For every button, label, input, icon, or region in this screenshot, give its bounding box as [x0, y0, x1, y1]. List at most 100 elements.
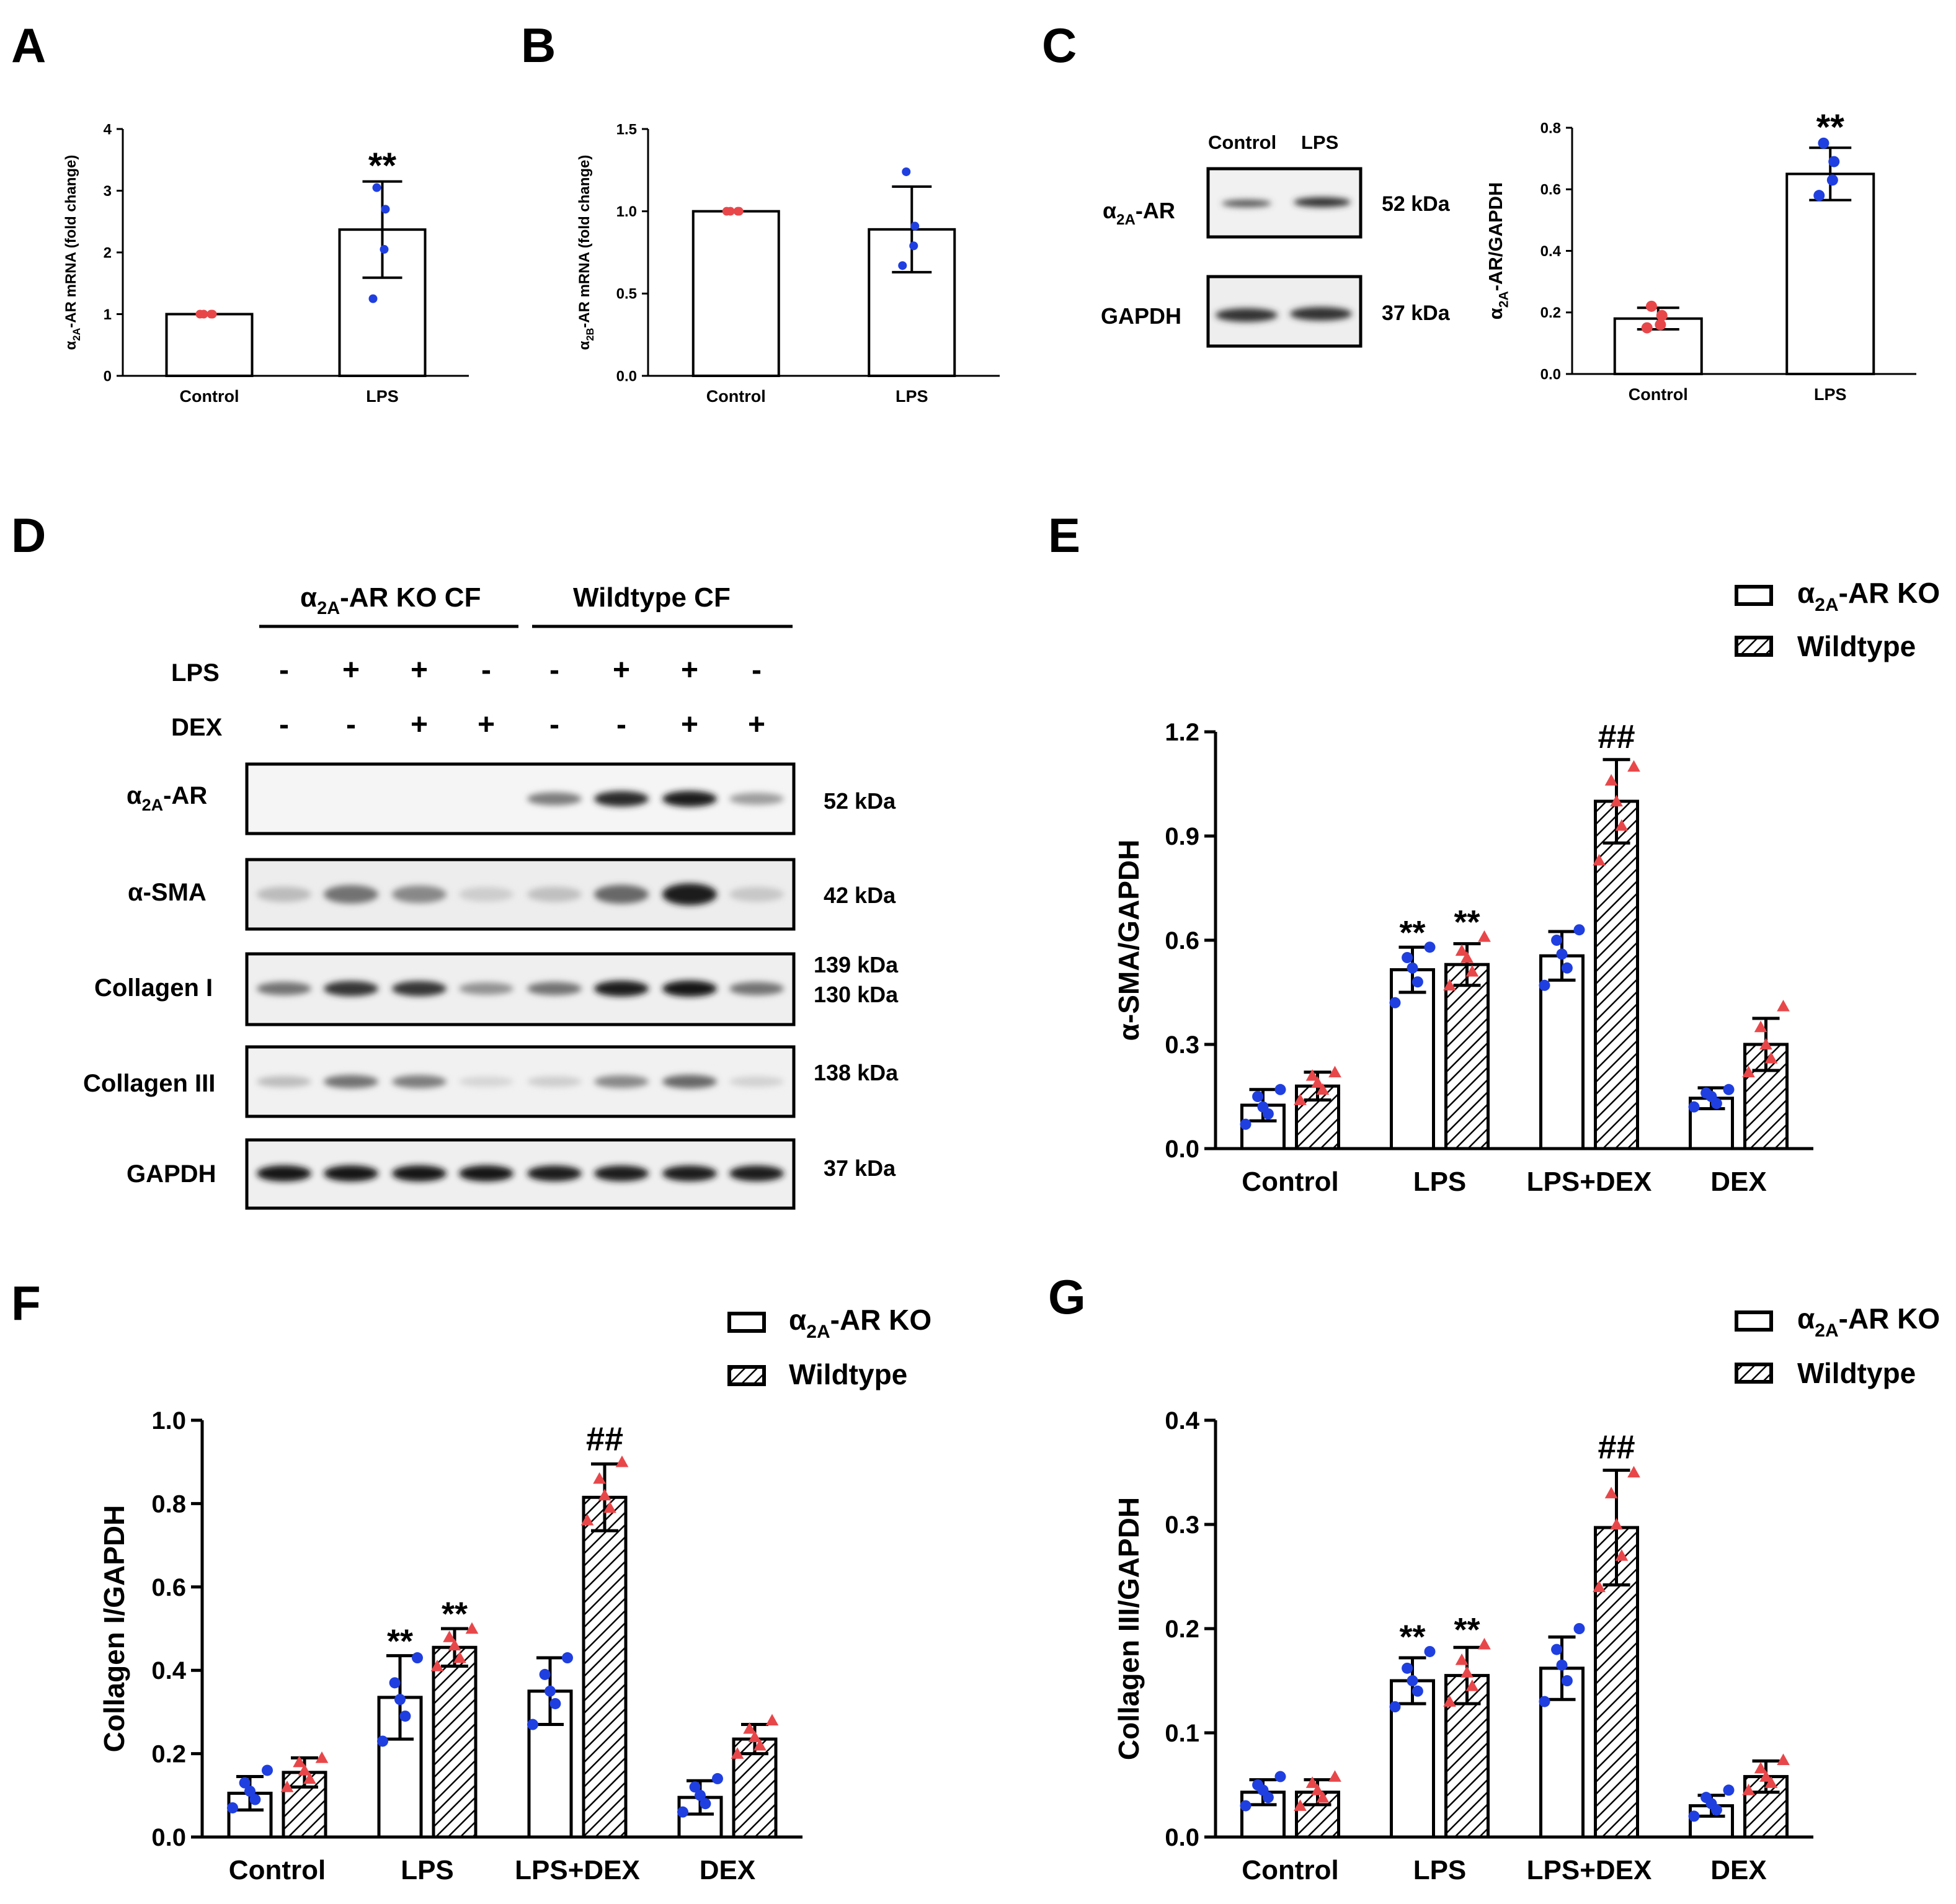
chart-f-ko-point-control-4 — [262, 1764, 273, 1776]
chart-g-ko-point-lps-4 — [1424, 1645, 1436, 1657]
blot-d-band-col1-lane-1 — [324, 981, 378, 997]
chart-e-xlabel-lps-dex: LPS+DEX — [1527, 1167, 1652, 1197]
blot-d-row-col3-label: Collagen III — [83, 1070, 215, 1097]
chart-g-ko-point-lps-dex-0 — [1539, 1696, 1550, 1707]
legend-g-wt-label: Wildtype — [1797, 1357, 1916, 1389]
chart-f-ytick-label-0: 0.0 — [151, 1824, 186, 1851]
chart-f-ko-point-control-0 — [227, 1802, 238, 1813]
chart-f-wt-point-control-2 — [298, 1764, 311, 1776]
chart-e-ko-point-lps-0 — [1389, 997, 1401, 1008]
chart-b-xlabel-lps: LPS — [896, 387, 928, 406]
panel-letter-b: B — [521, 18, 556, 73]
chart-g-wt-point-dex-2 — [1759, 1770, 1772, 1782]
blot-d-band-col3-lane-6 — [662, 1075, 717, 1088]
chart-g-wt-point-dex-1 — [1764, 1776, 1778, 1788]
chart-f-ytick-label-3: 0.6 — [151, 1574, 186, 1601]
blot-d-band-col3-lane-2 — [392, 1075, 447, 1088]
chart-a-ylabel-symbol: α — [63, 340, 79, 350]
blot-c-row-a2a-label: α2A-AR — [1103, 198, 1175, 228]
chart-e-wt-point-lps-3 — [1455, 944, 1469, 956]
chart-f-ytick-label-1: 0.2 — [151, 1741, 186, 1768]
blot-d-band-col1-lane-4 — [527, 982, 582, 995]
chart-e-ytick-label-3: 0.9 — [1165, 823, 1199, 850]
chart-f-annotation-2: ## — [586, 1420, 623, 1457]
blot-d-band-col1-lane-7 — [729, 982, 784, 995]
chart-c-bar-point-control-1 — [1655, 319, 1666, 331]
chart-a-ytick-label-4: 4 — [104, 121, 112, 138]
chart-b-bar-point-control-2 — [734, 207, 744, 216]
blot-d-band-asma-lane-1 — [324, 885, 378, 904]
chart-f-wt-point-control-3 — [293, 1755, 306, 1768]
chart-f-wt-point-dex-1 — [754, 1738, 767, 1751]
blot-d-band-gapdh-lane-0 — [257, 1165, 311, 1181]
chart-f-ko-point-lps-2 — [394, 1694, 406, 1706]
legend-g-ko-label: α2A-AR KO — [1797, 1302, 1940, 1341]
chart-f-wt-point-lps-1 — [453, 1651, 466, 1663]
chart-e-wt-point-control-0 — [1294, 1093, 1307, 1105]
panel-letter-d: D — [11, 508, 46, 563]
chart-e-wt-point-lps-dex-0 — [1593, 853, 1606, 866]
chart-c-ytick-label-2: 0.4 — [1540, 243, 1562, 260]
blot-d-band-col1-lane-5 — [594, 981, 649, 997]
blot-d-kda-130: 130 kDa — [814, 982, 899, 1007]
chart-f-ko-point-dex-3 — [689, 1781, 701, 1793]
chart-e-wt-point-control-4 — [1328, 1065, 1341, 1078]
chart-c-ylabel-text: -AR/GAPDH — [1485, 182, 1506, 291]
chart-a-bar-point-lps-2 — [381, 205, 390, 214]
chart-b-ytick-label-0: 0.0 — [616, 368, 637, 385]
chart-e-ko-point-lps-dex-0 — [1539, 979, 1550, 991]
blot-c-band-a2a-control — [1222, 200, 1271, 207]
chart-e-ko-point-lps-4 — [1424, 941, 1436, 953]
chart-f-ytick-label-2: 0.4 — [151, 1657, 186, 1684]
blot-d-lps-sign-5: + — [613, 654, 630, 687]
chart-f-wt-point-lps-2 — [448, 1639, 461, 1651]
chart-f-ko-point-lps-0 — [377, 1735, 388, 1747]
chart-c-bar-point-lps-1 — [1826, 174, 1838, 186]
chart-g-ko-point-dex-4 — [1723, 1784, 1735, 1796]
chart-e-wt-point-dex-0 — [1742, 1065, 1755, 1078]
chart-g-annotation-1: ** — [1454, 1611, 1480, 1648]
chart-a-bar-point-control-2 — [208, 309, 217, 319]
chart-b-bar-point-lps-3 — [902, 167, 911, 176]
chart-a-xlabel-control: Control — [180, 387, 239, 406]
chart-b-bar-point-lps-1 — [909, 241, 918, 251]
chart-f-ko-point-control-2 — [244, 1786, 256, 1797]
blot-d-lps-sign-1: + — [342, 654, 360, 687]
chart-a-ytick-label-2: 2 — [104, 244, 112, 261]
blot-d-row-gapdh-label: GAPDH — [127, 1160, 216, 1188]
blot-d-band-col3-lane-3 — [459, 1076, 513, 1087]
chart-e-wt-point-lps-dex-3 — [1604, 774, 1618, 786]
chart-c-bar-lps — [1785, 172, 1875, 375]
blot-d-kda-37: 37 kDa — [824, 1155, 896, 1181]
chart-f-wt-point-lps-dex-1 — [603, 1501, 616, 1513]
chart-f-xlabel-control: Control — [229, 1855, 326, 1885]
chart-c-a2a-gapdh: 0.0 0.2 0.4 0.6 0.8 α2A-AR/GAPDH Control LPS ** — [1485, 107, 1916, 404]
chart-e-asma: 0.0 0.3 0.6 0.9 1.2 α-SMA/GAPDH Control LPS LPS+… — [1113, 718, 1813, 1197]
chart-f-ytick-label-4: 0.8 — [151, 1490, 186, 1518]
chart-g-wt-point-lps-dex-2 — [1610, 1518, 1623, 1530]
chart-g-ytick-label-1: 0.1 — [1165, 1720, 1199, 1747]
chart-g-ytick-label-3: 0.3 — [1165, 1511, 1199, 1539]
chart-g-wt-point-control-1 — [1316, 1791, 1330, 1803]
chart-e-ko-point-lps-dex-4 — [1573, 924, 1585, 936]
blot-d-band-gapdh-lane-7 — [729, 1165, 784, 1181]
chart-f-ko-point-control-1 — [249, 1794, 261, 1805]
chart-g-ytick-label-2: 0.2 — [1165, 1616, 1199, 1643]
chart-c-ylabel: α2A-AR/GAPDH — [1485, 182, 1511, 320]
blot-d-dex-sign-1: - — [346, 708, 356, 741]
legend-g: α2A-AR KO Wildtype — [1735, 1302, 1940, 1389]
chart-a-ytick-label-3: 3 — [104, 183, 112, 200]
chart-b-ytick-label-1: 0.5 — [616, 286, 637, 303]
chart-b-bar-control — [691, 210, 780, 377]
blot-d: α2A-AR KO CF Wildtype CF LPS DEX - + + - - + +… — [83, 582, 899, 1210]
chart-g-wt-point-dex-4 — [1777, 1753, 1790, 1765]
legend-e-wt-label: Wildtype — [1797, 630, 1916, 662]
chart-g-ko-point-control-4 — [1274, 1771, 1286, 1782]
blot-d-row-a2a-label: α2A-AR — [127, 782, 207, 814]
chart-c-xlabel-control: Control — [1629, 385, 1688, 404]
chart-a-ylabel-subscript: 2A — [71, 328, 82, 341]
blot-d-band-col3-lane-4 — [527, 1076, 582, 1087]
chart-e-ko-point-dex-0 — [1688, 1101, 1700, 1113]
chart-e-wt-point-control-1 — [1316, 1083, 1330, 1095]
